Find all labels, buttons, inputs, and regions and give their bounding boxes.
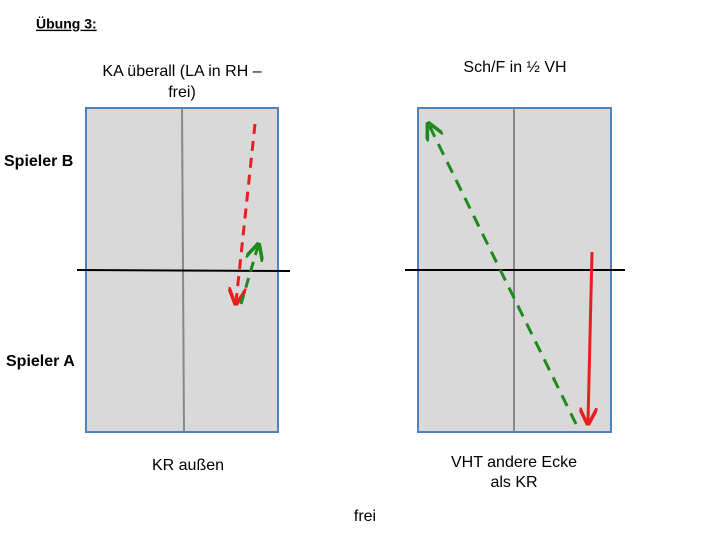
footer: frei (354, 508, 376, 525)
arrow (429, 125, 578, 425)
player-label: Spieler B (4, 153, 73, 170)
arrow (588, 251, 592, 422)
heading: frei) (168, 84, 196, 101)
arrow (236, 123, 257, 302)
caption: KR außen (152, 457, 224, 474)
heading: Sch/F in ½ VH (463, 59, 566, 76)
caption: VHT andere Ecke (451, 454, 577, 471)
title: Übung 3: (36, 16, 97, 32)
net (76, 269, 291, 272)
player-label: Spieler A (6, 353, 75, 370)
heading: KA überall (LA in RH – (102, 63, 261, 80)
caption: als KR (490, 474, 537, 491)
